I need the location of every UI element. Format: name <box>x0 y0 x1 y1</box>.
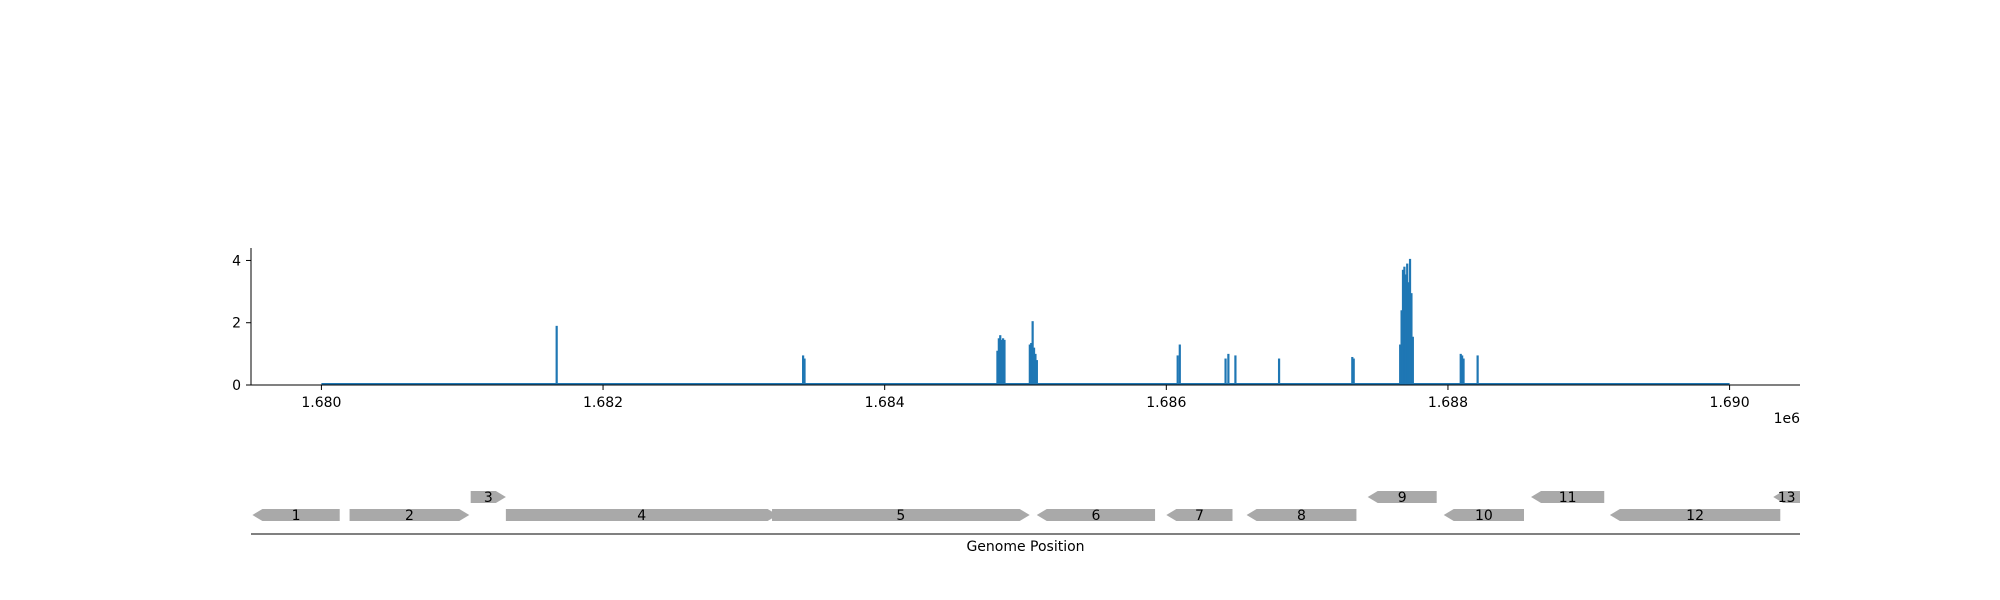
gene-arrow <box>470 491 506 503</box>
coverage-bar <box>1411 336 1414 385</box>
gene-label: 8 <box>1297 508 1306 524</box>
coverage-bar <box>802 355 805 385</box>
gene-arrow <box>1367 491 1437 503</box>
coverage-bar <box>1277 358 1281 385</box>
coverage-bar <box>1407 282 1410 385</box>
coverage-bar <box>1224 358 1227 385</box>
coverage-bar <box>1351 356 1354 385</box>
gene-label: 2 <box>405 508 414 524</box>
coverage-bar <box>1035 360 1038 385</box>
coverage-bar <box>1408 258 1412 385</box>
coverage-bar <box>1176 355 1179 385</box>
coverage-bar <box>1476 355 1479 385</box>
gene-arrow <box>1166 509 1233 521</box>
coverage-bar <box>1234 355 1237 385</box>
y-axis-ticks: 0 2 4 <box>232 253 251 394</box>
x-tick-label: 1.680 <box>301 395 341 411</box>
coverage-bar <box>1028 344 1031 385</box>
gene-label: 9 <box>1398 490 1407 506</box>
coverage-bar <box>1459 353 1462 385</box>
coverage-bar <box>999 335 1002 385</box>
coverage-bar <box>1003 339 1006 385</box>
gene-arrow <box>1773 491 1800 503</box>
x-axis-ticks: 1.680 1.682 1.684 1.686 1.688 1.690 <box>301 385 1750 411</box>
gene-label: 6 <box>1091 508 1100 524</box>
coverage-bar <box>1399 344 1402 385</box>
gene-arrow <box>1531 491 1605 503</box>
coverage-bar <box>803 358 806 385</box>
coverage-bar <box>1352 358 1355 385</box>
coverage-bar <box>1031 321 1034 385</box>
coverage-bar <box>1178 344 1181 385</box>
coverage-bar <box>1410 293 1413 385</box>
y-tick-label: 2 <box>232 316 241 332</box>
gene-label: 10 <box>1475 508 1493 524</box>
coverage-bar <box>1401 269 1405 385</box>
gene-arrow <box>1443 509 1524 521</box>
coverage-bar <box>1406 263 1409 385</box>
y-tick-label: 4 <box>232 253 241 269</box>
gene-arrow <box>349 509 470 521</box>
coverage-bar <box>1400 310 1403 385</box>
coverage-bar <box>996 350 999 385</box>
gene-arrow <box>1036 509 1156 521</box>
coverage-bar <box>1032 347 1036 385</box>
coverage-bar <box>1461 355 1464 385</box>
coverage-bar <box>1001 338 1005 385</box>
gene-map-x-axis-title: Genome Position <box>966 539 1084 555</box>
coverage-bar <box>1000 339 1003 385</box>
gene-label: 3 <box>484 490 493 506</box>
coverage-bar <box>1034 353 1037 385</box>
x-tick-label: 1.688 <box>1428 395 1468 411</box>
x-tick-label: 1.686 <box>1146 395 1186 411</box>
gene-label: 13 <box>1778 490 1796 506</box>
coverage-bar <box>1227 353 1230 385</box>
x-tick-label: 1.684 <box>865 395 905 411</box>
gene-label: 1 <box>292 508 301 524</box>
gene-arrow <box>1246 509 1357 521</box>
coverage-bar <box>555 325 558 385</box>
gene-arrow <box>772 509 1030 521</box>
coverage-bar <box>1462 358 1465 385</box>
gene-label: 5 <box>896 508 905 524</box>
coverage-plot: 1.680 1.682 1.684 1.686 1.688 1.690 0 2 4 1e6 <box>232 248 1800 427</box>
y-tick-label: 0 <box>232 378 241 394</box>
gene-label: 11 <box>1559 490 1577 506</box>
coverage-bar <box>997 338 1000 385</box>
gene-label: 12 <box>1686 508 1704 524</box>
gene-label: 7 <box>1195 508 1204 524</box>
coverage-bars-layer <box>555 258 1479 385</box>
gene-arrow <box>252 509 340 521</box>
x-axis-offset-label: 1e6 <box>1774 411 1801 427</box>
coverage-bar <box>1403 266 1406 385</box>
coverage-bar <box>1404 274 1407 385</box>
gene-label: 4 <box>637 508 646 524</box>
gene-arrow <box>505 509 778 521</box>
x-tick-label: 1.690 <box>1710 395 1750 411</box>
x-tick-label: 1.682 <box>583 395 623 411</box>
coverage-bar <box>1030 342 1033 385</box>
gene-arrow <box>1609 509 1781 521</box>
